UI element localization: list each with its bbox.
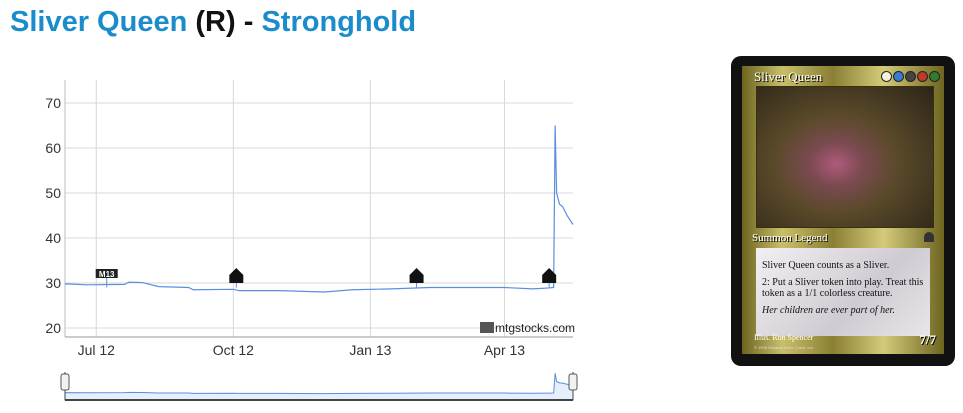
mtgstocks-logo-icon	[480, 322, 494, 333]
rarity: (R)	[195, 6, 236, 38]
type-line: Summon Legend	[752, 232, 828, 244]
navigator-series	[64, 373, 574, 401]
dragons-maze-set-icon	[542, 268, 557, 283]
navigator-left-handle[interactable]	[60, 373, 70, 391]
page-title: Sliver Queen (R) - Stronghold	[10, 6, 416, 39]
rules-line: Sliver Queen counts as a Sliver.	[762, 260, 890, 271]
price-chart[interactable]: 20 30 40 50 60 70 Jul 12 Oct 12 Jan 13 Apr 13 M13 m…	[0, 0, 600, 413]
mana-symbol-icon	[917, 71, 928, 82]
card-art	[756, 86, 934, 228]
y-tick-label: 40	[45, 230, 61, 246]
rules-line: 2: Put a Sliver token into play. Treat t…	[762, 277, 924, 299]
x-tick-label: Oct 12	[213, 342, 254, 358]
x-tick-label: Jan 13	[349, 342, 391, 358]
mana-symbol-icon	[905, 71, 916, 82]
stronghold-set-icon	[924, 232, 934, 242]
y-tick-label: 60	[45, 140, 61, 156]
y-tick-label: 70	[45, 95, 61, 111]
card-name-link[interactable]: Sliver Queen	[10, 6, 188, 38]
set-name-link[interactable]: Stronghold	[261, 6, 417, 38]
return-to-ravnica-set-icon	[229, 268, 244, 283]
set-marker-label: M13	[99, 270, 115, 279]
copyright: © 1998 Wizards of the Coast, Inc.	[754, 345, 814, 350]
card-image: Sliver Queen Summon Legend Sliver Queen …	[731, 56, 955, 366]
mana-symbol-icon	[929, 71, 940, 82]
x-tick-label: Jul 12	[78, 342, 116, 358]
watermark: mtgstocks.com	[495, 321, 575, 335]
mana-symbol-icon	[881, 71, 892, 82]
m13-set-icon	[95, 269, 118, 278]
mana-cost	[881, 71, 940, 82]
flavor-text: Her children are ever part of her.	[762, 305, 895, 316]
gatecrash-set-icon	[409, 268, 424, 283]
power-toughness: 7/7	[919, 332, 936, 347]
y-tick-label: 50	[45, 185, 61, 201]
y-tick-label: 30	[45, 275, 61, 291]
mana-symbol-icon	[893, 71, 904, 82]
illustrator: Illus. Ron Spencer	[754, 333, 814, 342]
rules-text: Sliver Queen counts as a Sliver. 2: Put …	[756, 248, 930, 336]
price-line	[64, 125, 574, 293]
navigator-right-handle[interactable]	[568, 373, 578, 391]
card-title: Sliver Queen	[754, 69, 823, 84]
y-tick-label: 20	[45, 320, 61, 336]
separator: -	[243, 6, 254, 38]
x-tick-label: Apr 13	[484, 342, 525, 358]
